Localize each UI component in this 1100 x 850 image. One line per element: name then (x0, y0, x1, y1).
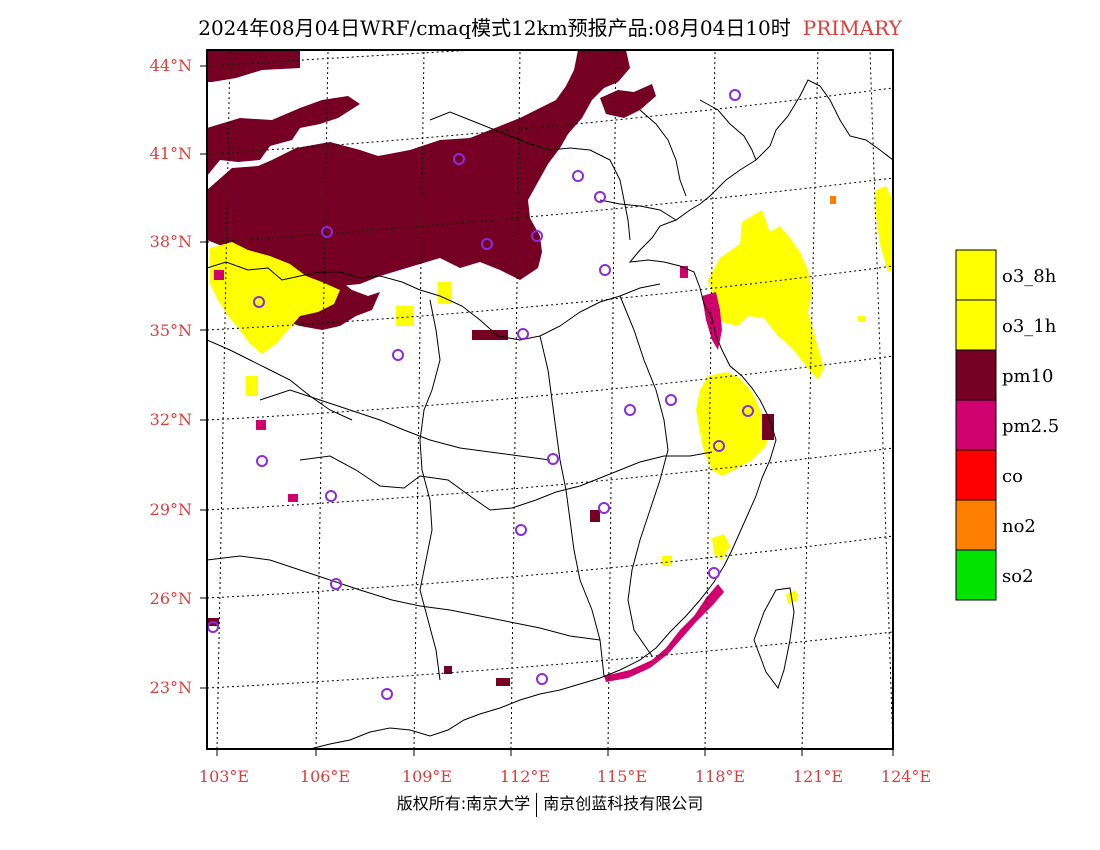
lon-label: 109°E (402, 767, 452, 786)
lat-label: 38°N (150, 232, 192, 251)
o3-patch-1 (438, 282, 452, 304)
lon-axis: 103°E 106°E 109°E 112°E 115°E 118°E 121°… (199, 767, 931, 786)
o3-patch-3 (246, 376, 258, 396)
stations (207, 89, 754, 700)
o3-region-ne-coast (876, 186, 893, 272)
boundaries (207, 79, 893, 749)
map-frame (206, 49, 894, 750)
pm10-patch-1 (762, 414, 774, 440)
map-title-main: 2024年08月04日WRF/cmaq模式12km预报产品:08月04日10时 (198, 16, 791, 40)
o3-patch-4 (858, 316, 866, 322)
pm10-patch-4 (472, 330, 508, 340)
lon-label: 115°E (597, 767, 647, 786)
map-title: 2024年08月04日WRF/cmaq模式12km预报产品:08月04日10时 P… (0, 12, 1100, 41)
legend-swatch-pm10 (955, 349, 997, 401)
pm10-region-north (207, 50, 630, 286)
legend-label-pm25: pm2.5 (1002, 416, 1059, 437)
o3-region-yangtze (696, 372, 770, 476)
pm25-region-shandong-coast (702, 292, 722, 350)
lat-label: 44°N (150, 56, 192, 75)
legend-label-no2: no2 (1002, 516, 1036, 537)
lat-label: 23°N (150, 678, 192, 697)
graticule (207, 50, 893, 749)
copyright-left: 版权所有:南京大学 (396, 794, 531, 813)
lon-label: 112°E (500, 767, 550, 786)
pm10-region-north-2 (600, 84, 656, 118)
legend: o3_8h o3_1h pm10 pm2.5 co no2 so2 (955, 249, 1059, 601)
o3-patch-2 (396, 306, 414, 326)
lon-label: 121°E (793, 767, 843, 786)
copyright-right: 南京创蓝科技有限公司 (543, 794, 704, 813)
copyright-footer: 版权所有:南京大学 南京创蓝科技有限公司 (0, 790, 1100, 817)
no2-patch-1 (830, 196, 836, 204)
lon-label: 103°E (199, 767, 249, 786)
pm10-patch-6 (496, 678, 510, 686)
pm10-patch-5 (444, 666, 452, 674)
lon-label: 124°E (881, 767, 931, 786)
map-title-tag: PRIMARY (802, 16, 902, 40)
lat-label: 29°N (150, 500, 192, 519)
legend-swatch-pm25 (955, 399, 997, 451)
pm25-region-fujian-coast (604, 584, 724, 682)
legend-swatch-o3-8h (955, 249, 997, 301)
map-plot-area (207, 50, 893, 749)
o3-patch-5 (662, 556, 672, 566)
lat-label: 32°N (150, 410, 192, 429)
legend-label-so2: so2 (1002, 566, 1034, 587)
pm25-patch-2 (256, 420, 266, 430)
lat-label: 35°N (150, 321, 192, 340)
lat-label: 41°N (150, 144, 192, 163)
pm25-patch-3 (680, 266, 688, 278)
lat-ticks (200, 65, 207, 689)
o3-region-west (210, 242, 340, 354)
legend-swatch-so2 (955, 549, 997, 601)
pm25-patch-1 (288, 494, 298, 502)
legend-swatch-no2 (955, 499, 997, 551)
lon-label: 118°E (695, 767, 745, 786)
footer-divider (536, 792, 538, 817)
legend-label-o3-8h: o3_8h (1002, 266, 1057, 287)
legend-swatch-co (955, 449, 997, 501)
legend-label-co: co (1002, 466, 1023, 487)
lon-label: 106°E (300, 767, 350, 786)
lon-ticks (216, 749, 894, 756)
lat-label: 26°N (150, 589, 192, 608)
o3-region-bohai (708, 210, 824, 380)
legend-label-pm10: pm10 (1002, 366, 1054, 387)
lat-axis: 44°N 41°N 38°N 35°N 32°N 29°N 26°N 23°N (150, 56, 192, 697)
legend-label-o3-1h: o3_1h (1002, 316, 1057, 337)
o3-patch-fujian (712, 534, 730, 560)
pm10-patch-3 (590, 510, 600, 522)
pm25-patch-4 (214, 270, 224, 280)
legend-swatch-o3-1h (955, 299, 997, 351)
